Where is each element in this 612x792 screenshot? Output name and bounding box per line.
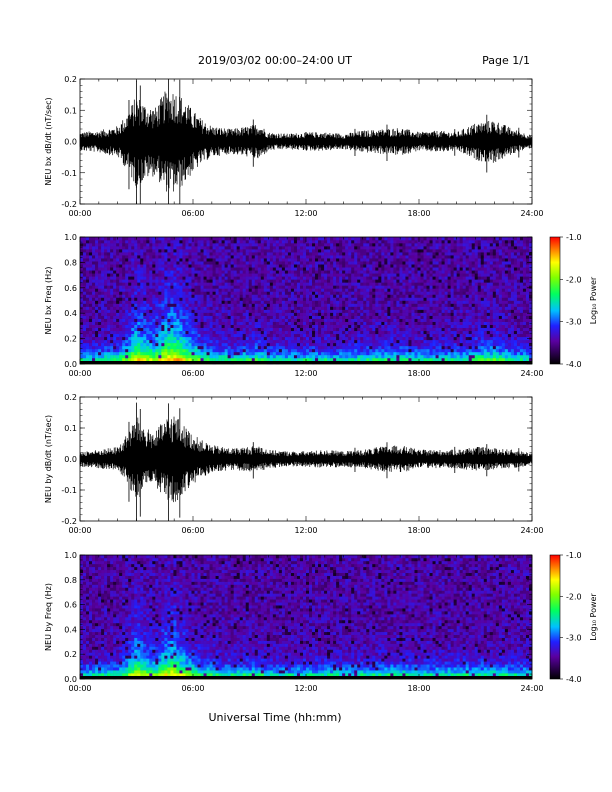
y-tick-label: 0.6: [64, 601, 77, 610]
y-tick-label: 1.0: [64, 233, 77, 242]
figure-title: 2019/03/02 00:00–24:00 UT: [198, 54, 352, 67]
colorbar: [549, 554, 561, 680]
y-tick-label: 0.2: [64, 650, 77, 659]
y-axis-label: NEU by dB/dt (nT/sec): [44, 415, 53, 503]
x-tick-label: 24:00: [520, 209, 543, 218]
colorbar-tick-label: -3.0: [566, 634, 582, 643]
x-tick-label: 12:00: [294, 526, 317, 535]
series-trace: [79, 79, 533, 204]
y-tick-label: 0.2: [64, 393, 77, 402]
x-tick-label: 24:00: [520, 526, 543, 535]
y-tick-label: 0.8: [64, 258, 77, 267]
series-trace: [79, 402, 533, 521]
y-tick-label: 0.0: [64, 675, 77, 684]
x-tick-label: 18:00: [407, 369, 430, 378]
x-tick-label: 12:00: [294, 684, 317, 693]
y-tick-label: 0.6: [64, 284, 77, 293]
y-tick-label: 0.4: [64, 625, 77, 634]
y-tick-label: -0.2: [61, 517, 77, 526]
page-indicator: Page 1/1: [482, 54, 530, 67]
y-axis-label: NEU bx Freq (Hz): [44, 267, 53, 335]
y-tick-label: 0.8: [64, 576, 77, 585]
x-tick-label: 12:00: [294, 209, 317, 218]
panel-4: -1.0 -2.0 -3.0 -4.0 Log₁₀ Power 00:00 06:00 12:…: [44, 551, 598, 693]
y-tick-label: 1.0: [64, 551, 77, 560]
y-tick-label: 0.0: [64, 455, 77, 464]
spectrogram-cells: [80, 555, 533, 680]
colorbar-tick-label: -3.0: [566, 318, 582, 327]
x-tick-label: 00:00: [68, 684, 91, 693]
y-tick-label: 0.1: [64, 106, 77, 115]
x-tick-label: 18:00: [407, 684, 430, 693]
colorbar-tick-label: -2.0: [566, 275, 582, 284]
series-spikes: [128, 402, 520, 521]
x-tick-label: 24:00: [520, 684, 543, 693]
colorbar-tick-label: -4.0: [566, 360, 582, 369]
y-axis-label: NEU by Freq (Hz): [44, 583, 53, 651]
x-tick-label: 24:00: [520, 369, 543, 378]
y-tick-label: -0.2: [61, 200, 77, 209]
colorbar-tick-label: -4.0: [566, 675, 582, 684]
colorbar-tick-label: -1.0: [566, 551, 582, 560]
x-tick-label: 06:00: [181, 209, 204, 218]
x-tick-label: 06:00: [181, 526, 204, 535]
panel-1: 00:00 06:00 12:00 18:00 24:00 -0.2 -0.1 0.0 0.1 0…: [44, 75, 544, 218]
y-tick-label: 0.2: [64, 335, 77, 344]
series-spikes: [128, 79, 520, 204]
y-tick-label: 0.2: [64, 75, 77, 84]
spectrogram-cells: [80, 237, 533, 365]
colorbar-tick-label: -2.0: [566, 592, 582, 601]
x-tick-label: 06:00: [181, 369, 204, 378]
colorbar-label: Log₁₀ Power: [589, 276, 598, 324]
x-tick-label: 06:00: [181, 684, 204, 693]
x-tick-label: 00:00: [68, 369, 91, 378]
x-tick-label: 00:00: [68, 209, 91, 218]
colorbar-tick-label: -1.0: [566, 233, 582, 242]
y-tick-label: -0.1: [61, 169, 77, 178]
y-tick-label: -0.1: [61, 486, 77, 495]
y-tick-label: 0.1: [64, 424, 77, 433]
colorbar-label: Log₁₀ Power: [589, 593, 598, 641]
y-axis-label: NEU bx dB/dt (nT/sec): [44, 97, 53, 185]
panel-3: 00:00 06:00 12:00 18:00 24:00 -0.2 -0.1 0.0 0.1 0…: [44, 393, 544, 535]
y-tick-label: 0.0: [64, 138, 77, 147]
x-tick-label: 00:00: [68, 526, 91, 535]
x-axis-title: Universal Time (hh:mm): [209, 711, 342, 724]
x-tick-label: 18:00: [407, 209, 430, 218]
y-tick-label: 0.4: [64, 309, 77, 318]
x-tick-label: 18:00: [407, 526, 430, 535]
panels: 00:00 06:00 12:00 18:00 24:00 -0.2 -0.1 0.0 0.1 0…: [44, 75, 598, 693]
x-tick-label: 12:00: [294, 369, 317, 378]
panel-2: -1.0 -2.0 -3.0 -4.0 Log₁₀ Power 00:00 06:00 12:…: [44, 233, 598, 378]
y-tick-label: 0.0: [64, 360, 77, 369]
colorbar: [549, 236, 561, 365]
